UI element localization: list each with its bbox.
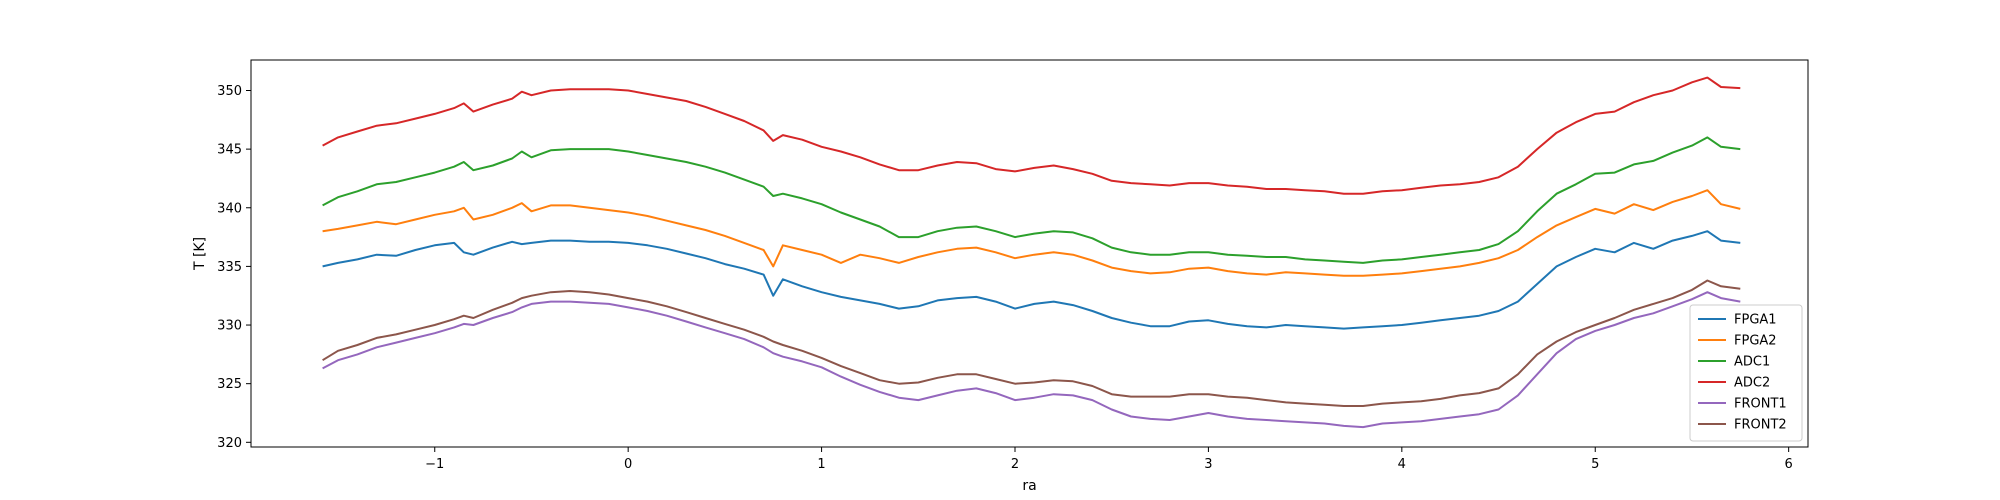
series-layer: [322, 76, 1741, 429]
x-axis-label: ra: [1022, 478, 1036, 494]
series-line-adc1: [322, 136, 1741, 264]
y-tick-label: 340: [217, 201, 242, 216]
x-tick-label: 0: [624, 457, 632, 472]
x-axis-ticks: −1 0 1 2 3 4 5 6: [425, 447, 1793, 472]
plot-area: [251, 60, 1808, 447]
x-tick-label: 1: [817, 457, 825, 472]
plot-frame: [250, 59, 1809, 448]
y-tick-label: 345: [217, 143, 242, 158]
legend-label-fpga1: FPGA1: [1734, 313, 1777, 328]
legend-label-adc2: ADC2: [1734, 376, 1770, 391]
series-line-adc2: [322, 76, 1741, 195]
legend: FPGA1 FPGA2 ADC1 ADC2 FRONT1 FRONT2: [1689, 304, 1803, 442]
series-line-fpga1: [322, 230, 1741, 330]
legend-label-front1: FRONT1: [1734, 397, 1787, 412]
series-line-front1: [322, 291, 1741, 429]
y-tick-label: 350: [217, 84, 242, 99]
x-tick-label: 2: [1011, 457, 1019, 472]
x-tick-label: 4: [1398, 457, 1406, 472]
legend-label-front2: FRONT2: [1734, 418, 1787, 433]
y-tick-label: 320: [217, 436, 242, 451]
y-axis-label: T [K]: [192, 237, 208, 271]
y-tick-label: 325: [217, 377, 242, 392]
x-tick-label: 6: [1785, 457, 1793, 472]
y-axis-ticks: 320 325 330 335 340 345 350: [217, 84, 251, 451]
y-tick-label: 335: [217, 260, 242, 275]
series-line-fpga2: [322, 189, 1741, 277]
legend-label-adc1: ADC1: [1734, 355, 1770, 370]
series-line-front2: [322, 279, 1741, 407]
legend-label-fpga2: FPGA2: [1734, 334, 1777, 349]
x-tick-label: −1: [425, 457, 444, 472]
x-tick-label: 3: [1204, 457, 1212, 472]
x-tick-label: 5: [1591, 457, 1599, 472]
y-tick-label: 330: [217, 319, 242, 334]
